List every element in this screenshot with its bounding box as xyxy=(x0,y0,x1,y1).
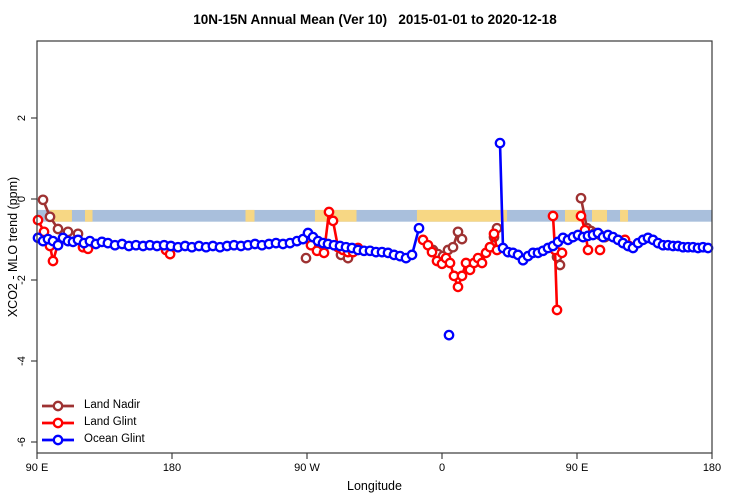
data-point-land-glint xyxy=(456,270,468,282)
data-point-land-glint xyxy=(594,244,606,256)
y-tick-label: -6 xyxy=(16,437,28,447)
land-band-segment xyxy=(245,209,255,222)
series-ocean-glint xyxy=(32,137,714,341)
y-tick-label: -4 xyxy=(16,356,28,366)
y-axis-label: XCO2 - MLO trend (ppm) xyxy=(6,176,20,318)
ocean-band xyxy=(37,209,712,222)
data-point-land-glint xyxy=(327,215,339,227)
data-point-land-glint xyxy=(452,281,464,293)
data-point-land-nadir xyxy=(300,252,312,264)
legend-point xyxy=(52,434,64,445)
data-point-land-glint xyxy=(426,246,438,258)
legend-item-ocean-glint: Ocean Glint xyxy=(41,432,145,447)
data-point-land-glint xyxy=(476,257,488,269)
land-band-segment xyxy=(565,209,585,222)
data-point-land-glint xyxy=(575,210,587,222)
data-point-land-glint xyxy=(323,206,335,218)
legend-marker-ocean-glint xyxy=(42,434,74,445)
land-band-segment xyxy=(85,209,93,222)
x-tick-label: 0 xyxy=(439,462,445,474)
data-point-land-glint xyxy=(547,210,559,222)
data-point-land-glint xyxy=(318,247,330,259)
legend-marker-land-glint xyxy=(42,417,74,428)
data-point-land-glint xyxy=(32,214,44,226)
land-band-segment xyxy=(620,209,628,222)
x-tick-label: 90 E xyxy=(26,462,49,474)
data-point-land-glint xyxy=(582,244,594,256)
data-point-ocean-glint xyxy=(494,137,506,149)
land-band-segment xyxy=(50,209,72,222)
y-tick-label: 0 xyxy=(16,196,28,202)
series-line-land-glint xyxy=(551,215,559,311)
data-point-land-glint xyxy=(47,255,59,267)
x-tick-label: 180 xyxy=(703,462,721,474)
data-point-ocean-glint xyxy=(406,249,418,261)
land-band-segment xyxy=(592,209,607,222)
x-tick-label: 180 xyxy=(163,462,181,474)
land-band-segment xyxy=(314,209,357,222)
data-point-ocean-glint xyxy=(702,242,714,254)
legend-label: Land Nadir xyxy=(84,399,141,411)
data-point-land-nadir xyxy=(456,233,468,245)
data-point-land-nadir xyxy=(52,223,64,235)
x-tick-label: 90 W xyxy=(294,462,320,474)
y-tick-label: 2 xyxy=(16,115,28,121)
x-tick-label: 90 E xyxy=(566,462,589,474)
legend-label: Land Glint xyxy=(84,416,137,428)
chart-title: 10N-15N Annual Mean (Ver 10) 2015-01-01 … xyxy=(193,12,557,27)
data-point-land-nadir xyxy=(554,259,566,271)
plot-border xyxy=(36,40,713,454)
legend-item-land-nadir: Land Nadir xyxy=(41,398,145,413)
series-land-glint xyxy=(32,206,635,316)
legend: Land Nadir Land Glint Ocean Glint xyxy=(41,398,145,447)
data-point-land-nadir xyxy=(37,194,49,206)
x-axis-label: Longitude xyxy=(347,479,402,493)
legend-marker-land-nadir xyxy=(42,400,74,411)
y-tick-label: -2 xyxy=(16,275,28,285)
data-point-land-glint xyxy=(488,228,500,240)
legend-label: Ocean Glint xyxy=(84,433,145,445)
legend-item-land-glint: Land Glint xyxy=(41,415,145,430)
data-point-ocean-glint xyxy=(443,329,455,341)
data-point-land-nadir xyxy=(44,211,56,223)
legend-point xyxy=(52,417,64,428)
legend-point xyxy=(52,400,64,411)
data-point-land-glint xyxy=(551,304,563,316)
land-band-segment xyxy=(416,209,507,222)
data-point-land-nadir xyxy=(575,192,587,204)
data-point-ocean-glint xyxy=(52,239,64,251)
data-point-land-glint xyxy=(556,247,568,259)
data-point-ocean-glint xyxy=(413,222,425,234)
data-point-land-glint xyxy=(444,257,456,269)
data-point-land-nadir xyxy=(447,241,459,253)
